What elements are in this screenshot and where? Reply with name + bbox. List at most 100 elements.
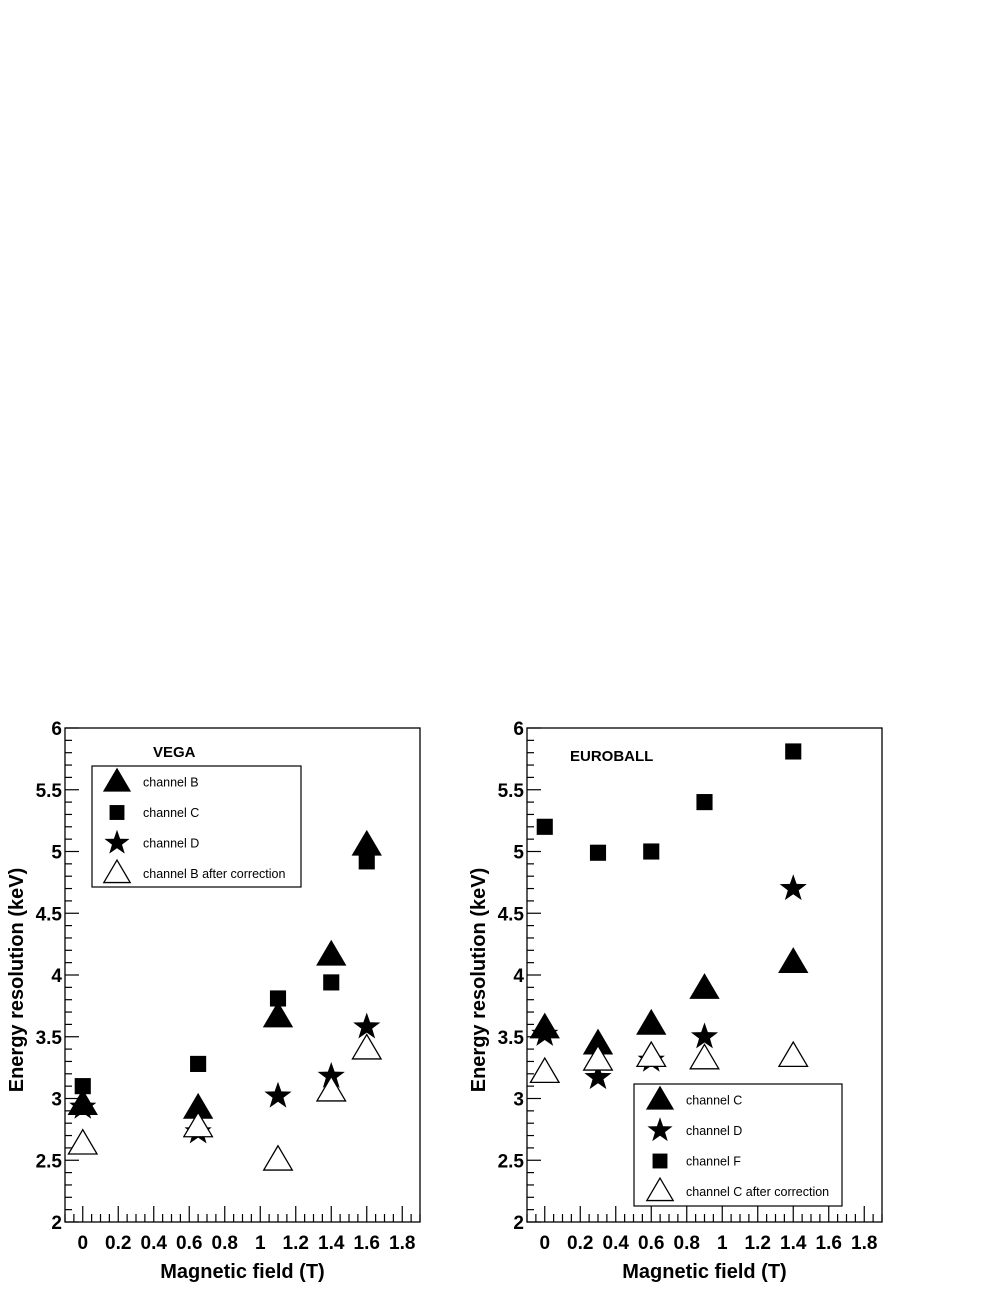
- data-points: [67, 829, 383, 1171]
- y-tick-label: 5: [513, 843, 524, 864]
- series-2: [531, 874, 807, 1090]
- legend-entry: channel C: [645, 1085, 742, 1110]
- x-tick-label: 0.4: [603, 1233, 630, 1254]
- y-axis: 2 2.5 3 3.5 4 4.5 5 5.5 6: [498, 719, 541, 1234]
- data-point: [182, 1111, 214, 1138]
- y-axis-title: Energy resolution (keV): [468, 868, 490, 1093]
- data-point: [69, 1092, 97, 1119]
- legend-label: channel B: [143, 776, 199, 790]
- data-point: [696, 794, 713, 811]
- legend-marker: [647, 1117, 673, 1142]
- legend-marker: [645, 1176, 675, 1202]
- y-tick-label: 3.5: [36, 1028, 63, 1049]
- y-tick-label: 5.5: [498, 781, 525, 802]
- data-point: [589, 844, 607, 861]
- x-tick-label: 1.2: [745, 1233, 771, 1254]
- legend-label: channel C after correction: [686, 1185, 829, 1199]
- x-tick-label: 0: [77, 1233, 88, 1254]
- legend-label: channel C: [143, 806, 199, 820]
- x-tick-label: 0.2: [567, 1233, 593, 1254]
- data-point: [584, 1063, 612, 1090]
- y-tick-label: 5: [51, 843, 62, 864]
- y-tick-label: 2.5: [498, 1151, 525, 1172]
- legend-label: channel F: [686, 1155, 741, 1169]
- legend-marker: [645, 1085, 675, 1110]
- x-axis-title: Magnetic field (T): [160, 1261, 324, 1283]
- data-point: [358, 853, 375, 870]
- x-tick-label: 0.2: [105, 1233, 131, 1254]
- legend-label: channel D: [686, 1124, 742, 1138]
- legend: channel B channel C channel D channel B aft…: [91, 765, 302, 888]
- legend-label: channel C: [686, 1094, 742, 1108]
- legend-label: channel D: [143, 837, 199, 851]
- legend-entry: channel C: [109, 805, 199, 820]
- series-3: [536, 743, 802, 861]
- data-point: [689, 973, 720, 999]
- data-point: [689, 1043, 720, 1070]
- data-point: [779, 874, 807, 901]
- legend-entry: channel D: [647, 1117, 742, 1142]
- y-tick-label: 6: [513, 719, 524, 740]
- data-point: [777, 1040, 809, 1067]
- data-point: [536, 818, 553, 835]
- data-point: [353, 1012, 381, 1039]
- data-point: [269, 990, 287, 1007]
- data-point: [778, 947, 809, 973]
- y-tick-label: 4.5: [36, 904, 63, 925]
- legend-marker: [109, 805, 125, 820]
- data-point: [785, 743, 802, 760]
- x-tick-label: 0.8: [212, 1233, 238, 1254]
- x-tick-label: 0.6: [638, 1233, 664, 1254]
- x-tick-label: 1: [255, 1233, 266, 1254]
- y-tick-label: 4: [513, 966, 524, 987]
- data-point: [690, 1022, 719, 1049]
- legend-label: channel B after correction: [143, 867, 285, 881]
- data-point: [262, 1144, 294, 1171]
- data-point: [351, 829, 382, 856]
- series-1: [529, 947, 809, 1055]
- x-tick-label: 0.4: [141, 1233, 168, 1254]
- x-tick-label: 1.6: [816, 1233, 842, 1254]
- data-point: [317, 1061, 345, 1088]
- legend-marker: [102, 858, 132, 884]
- y-tick-label: 2.5: [36, 1151, 63, 1172]
- x-tick-label: 0: [539, 1233, 550, 1254]
- x-tick-label: 1.8: [851, 1233, 877, 1254]
- x-axis-title: Magnetic field (T): [622, 1261, 786, 1283]
- x-tick-label: 1.6: [354, 1233, 380, 1254]
- x-tick-label: 1.8: [389, 1233, 415, 1254]
- data-point: [635, 1040, 667, 1067]
- series-3: [69, 1012, 381, 1144]
- data-point: [315, 1075, 347, 1102]
- x-tick-label: 1.2: [283, 1233, 309, 1254]
- y-tick-label: 2: [51, 1213, 62, 1234]
- series-4: [67, 1033, 383, 1171]
- y-tick-label: 6: [51, 719, 62, 740]
- chart-panel-2: 0 0.2 0.4 0.6 0.8 1 1.2 1.4 1.6 1.8 2 2.5 3 3.5 4 4.5 5 5…: [468, 719, 883, 1283]
- legend: channel C channel D channel F channel C aft…: [633, 1083, 843, 1207]
- x-axis: 0 0.2 0.4 0.6 0.8 1 1.2 1.4 1.6 1.8: [526, 1206, 883, 1254]
- y-tick-label: 3: [513, 1090, 524, 1111]
- data-point: [262, 1001, 294, 1028]
- data-point: [67, 1128, 99, 1155]
- legend-entry: channel B after correction: [102, 858, 285, 884]
- panel-title: EUROBALL: [570, 748, 653, 765]
- y-tick-label: 3.5: [498, 1028, 525, 1049]
- data-point: [529, 1056, 561, 1084]
- y-tick-label: 2: [513, 1213, 524, 1234]
- chart-panel-1: 0 0.2 0.4 0.6 0.8 1 1.2 1.4 1.6 1.8 2 2.5 3 3.5 4 4.5 5 5…: [6, 719, 421, 1283]
- data-point: [531, 1019, 559, 1046]
- data-point: [636, 1008, 667, 1035]
- x-axis: 0 0.2 0.4 0.6 0.8 1 1.2 1.4 1.6 1.8: [64, 1206, 421, 1254]
- data-point: [190, 1055, 207, 1072]
- y-tick-label: 4: [51, 966, 62, 987]
- y-tick-label: 4.5: [498, 904, 525, 925]
- data-point: [74, 1078, 91, 1095]
- data-point: [582, 1044, 614, 1071]
- panel-title: VEGA: [153, 744, 196, 761]
- legend-marker: [104, 829, 130, 854]
- x-tick-label: 1.4: [780, 1233, 807, 1254]
- series-2: [74, 853, 375, 1095]
- legend-entry: channel C after correction: [645, 1176, 829, 1202]
